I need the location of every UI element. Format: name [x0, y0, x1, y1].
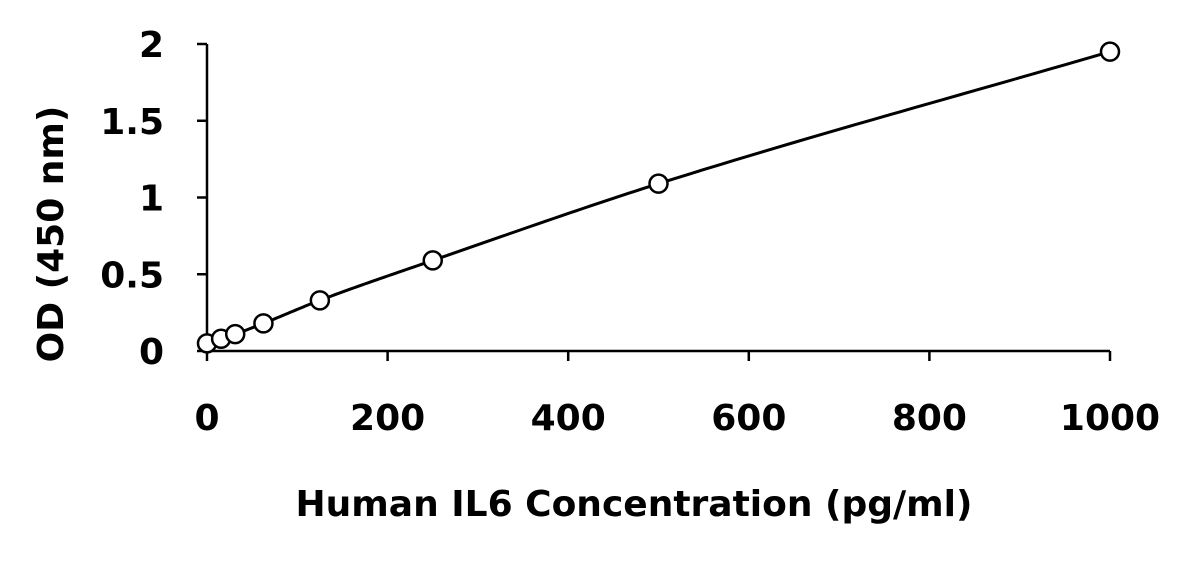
x-tick-label: 600: [711, 398, 786, 439]
x-tick-label: 800: [892, 398, 967, 439]
data-point: [422, 250, 443, 271]
data-points: [196, 41, 1121, 354]
data-point: [224, 323, 246, 345]
x-tick-label: 400: [531, 398, 606, 439]
y-tick-label: 2: [139, 25, 164, 66]
x-tick-label: 0: [194, 398, 219, 439]
data-point: [648, 173, 669, 194]
data-point: [309, 290, 331, 311]
x-tick-label: 200: [350, 398, 425, 439]
x-ticks: 0 200 400 600 800 1000: [194, 351, 1160, 439]
data-point: [1099, 41, 1121, 62]
y-ticks: 0 0.5 1 1.5 2: [100, 25, 207, 373]
y-tick-label: 1: [139, 179, 164, 220]
y-tick-label: 0.5: [100, 255, 164, 296]
plot-area: 0 200 400 600 800 1000 0 0.5 1 1.5 2: [100, 25, 1160, 439]
fit-curve: [206, 50, 1111, 345]
data-point: [253, 313, 274, 334]
y-axis-title: OD (450 nm): [31, 106, 72, 363]
x-tick-label: 1000: [1060, 398, 1160, 439]
y-tick-label: 0: [139, 332, 164, 373]
y-tick-label: 1.5: [100, 102, 164, 143]
x-axis-title: Human IL6 Concentration (pg/ml): [296, 484, 973, 525]
